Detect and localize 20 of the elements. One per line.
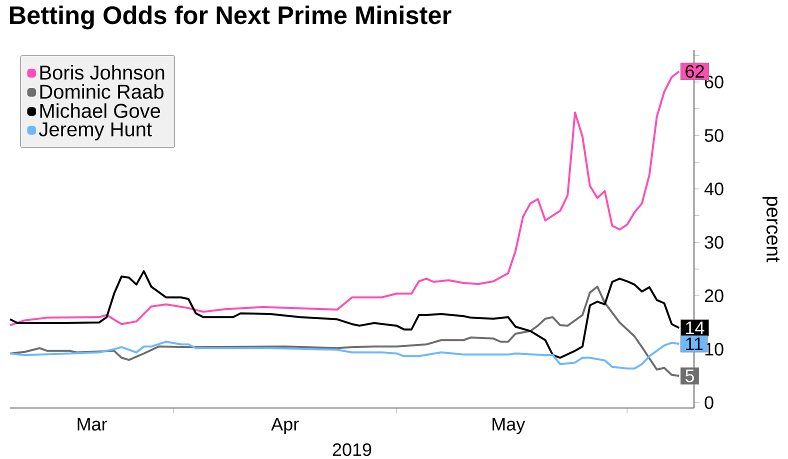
chart-title: Betting Odds for Next Prime Minister — [10, 6, 452, 30]
y-tick-label: 50 — [704, 129, 724, 142]
y-axis-title: percent — [762, 196, 780, 262]
y-tick-label: 0 — [704, 396, 714, 410]
y-tick-label: 20 — [704, 289, 724, 302]
x-tick-label: May — [492, 418, 526, 434]
y-tick-label: 30 — [704, 236, 724, 249]
data-label: 11 — [686, 338, 703, 350]
x-tick-label: Apr — [271, 418, 299, 434]
x-tick-label: Mar — [78, 418, 107, 431]
y-tick-label: 40 — [704, 182, 724, 196]
data-label: 62 — [686, 64, 704, 78]
data-label: 5 — [685, 370, 694, 382]
legend-label: Boris Johnson — [40, 64, 164, 80]
data-label: 14 — [686, 322, 704, 334]
legend-label: Jeremy Hunt — [39, 122, 152, 140]
x-axis-title: 2019 — [332, 443, 372, 456]
legend-label: Michael Gove — [40, 103, 160, 118]
legend-label: Dominic Raab — [40, 84, 164, 99]
y-tick-label: 10 — [705, 342, 724, 356]
